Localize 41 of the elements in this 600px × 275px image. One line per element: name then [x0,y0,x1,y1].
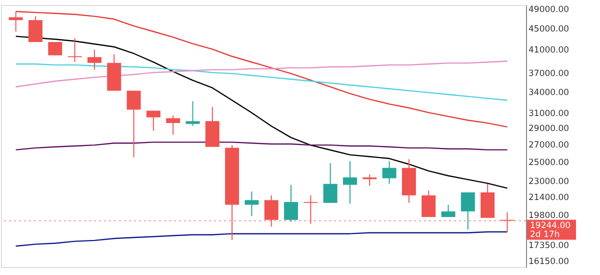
candlestick [126,90,141,158]
y-tick-label: 41000.00 [528,46,570,56]
candlestick [244,190,259,217]
candlestick [284,184,298,222]
y-tick-label: 21400.00 [528,193,570,204]
candlestick [48,41,62,56]
candlestick [382,160,396,184]
y-tick-label: 37000.00 [528,68,570,79]
y-tick-label: 16150.00 [528,257,570,268]
candlestick [68,38,82,62]
candlestick [146,110,160,132]
text: 2d 17h [530,230,560,240]
y-tick-label: 25000.00 [528,158,570,168]
candlestick [460,192,475,230]
y-tick-label: 27000.00 [528,140,570,150]
line-series [15,63,508,101]
candlestick [28,16,42,42]
candlestick [500,212,514,233]
y-tick-label: 49000.00 [528,5,570,16]
y-tick-label: 34000.00 [528,88,570,98]
candlestick [264,194,278,228]
y-tick-label: 31000.00 [528,109,570,120]
line-series [15,231,508,247]
line-series [15,36,508,189]
y-tick-label: 45000.00 [528,24,570,35]
line-series [15,60,508,88]
candlestick [186,100,200,126]
candlestick [87,49,102,70]
candlestick [166,114,180,136]
y-tick-label: 29000.00 [528,124,570,134]
ref-line-label: 19244.00 [530,220,571,231]
candlestick [422,190,436,218]
candlestick [323,162,338,204]
candlestick [342,160,357,204]
y-tick-label: 19800.00 [528,210,570,221]
y-tick-label: 17350.00 [528,240,570,251]
line-series [15,10,508,128]
candlestick [304,194,318,224]
candlestick [441,204,456,218]
y-tick-label: 23000.00 [528,176,570,187]
line-series [15,142,508,150]
